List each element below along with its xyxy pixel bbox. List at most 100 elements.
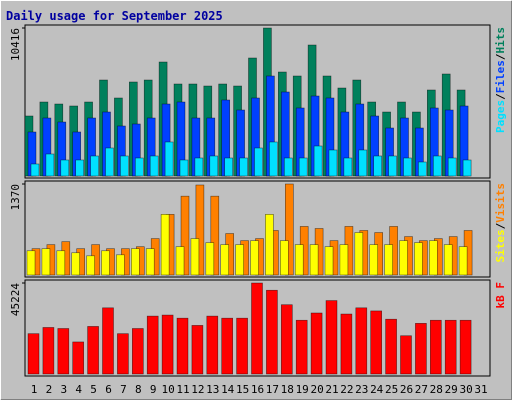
bar <box>105 147 114 177</box>
bar <box>132 328 144 375</box>
bar <box>101 250 110 276</box>
bar <box>210 195 220 276</box>
x-tick-label: 29 <box>445 383 458 396</box>
bar <box>117 333 129 375</box>
bar <box>60 159 70 177</box>
bar <box>266 289 278 375</box>
bar <box>209 155 219 177</box>
bar <box>328 149 338 177</box>
bar <box>414 242 423 276</box>
x-tick-label: 8 <box>135 383 142 396</box>
bar <box>206 315 219 375</box>
legend: Sites/Visits <box>494 183 507 263</box>
bar <box>444 319 457 375</box>
bar <box>403 157 412 177</box>
y-tick-label: 1370 <box>9 184 22 211</box>
x-tick-label: 30 <box>459 383 472 396</box>
x-tick-label: 3 <box>60 383 67 396</box>
bar <box>30 163 40 177</box>
bar <box>220 244 229 276</box>
x-tick-label: 27 <box>415 383 428 396</box>
x-tick-label: 15 <box>236 383 249 396</box>
bar <box>180 195 190 276</box>
bar <box>295 319 308 375</box>
bar <box>149 155 159 177</box>
bar <box>443 244 453 276</box>
legend-separator: / <box>494 53 507 60</box>
bar <box>72 341 84 375</box>
bar <box>369 244 379 276</box>
bar <box>194 157 204 177</box>
x-tick-label: 10 <box>161 383 174 396</box>
bar <box>57 328 70 375</box>
bar <box>236 317 248 375</box>
bar <box>298 157 308 177</box>
bar <box>428 240 438 276</box>
legend-separator: / <box>494 93 507 100</box>
legend-entry: Hits <box>494 27 507 54</box>
bar <box>459 319 472 375</box>
bar <box>250 240 259 276</box>
bar <box>265 214 274 276</box>
bar <box>415 323 427 375</box>
bar <box>56 250 66 276</box>
bar <box>86 255 95 276</box>
bar <box>131 248 140 276</box>
x-tick-label: 6 <box>105 383 112 396</box>
bar <box>45 153 55 177</box>
x-tick-label: 14 <box>221 383 235 396</box>
chart-title: Daily usage for September 2025 <box>6 9 223 23</box>
x-tick-label: 7 <box>120 383 127 396</box>
bar <box>42 327 55 375</box>
x-tick-label: 20 <box>310 383 323 396</box>
bar <box>146 315 159 375</box>
bar <box>179 159 189 177</box>
bar <box>385 318 397 375</box>
x-tick-label: 12 <box>191 383 204 396</box>
legend-separator: / <box>494 222 507 229</box>
bar <box>27 333 40 375</box>
bar <box>176 317 189 375</box>
bar <box>370 310 383 375</box>
bar <box>269 141 278 177</box>
bar <box>221 317 233 375</box>
x-tick-label: 1 <box>31 383 38 396</box>
bar <box>160 214 170 276</box>
x-tick-label: 18 <box>281 383 294 396</box>
y-tick-label: 45224 <box>9 283 22 316</box>
bar <box>447 157 457 177</box>
y-tick-label: 10416 <box>9 28 22 61</box>
bar <box>191 325 204 375</box>
bar <box>235 244 244 276</box>
bar <box>254 147 263 177</box>
bar <box>239 157 248 177</box>
bar <box>279 240 289 276</box>
x-tick-label: 5 <box>90 383 97 396</box>
legend: Pages/Files/Hits <box>494 27 507 133</box>
bar <box>195 184 205 276</box>
bar <box>418 161 427 177</box>
x-tick-label: 17 <box>266 383 279 396</box>
bar <box>340 313 353 375</box>
legend-entry: Files <box>494 60 507 93</box>
bar <box>458 246 468 276</box>
x-tick-label: 26 <box>400 383 413 396</box>
bar <box>309 244 319 276</box>
bar <box>388 155 397 177</box>
bar <box>135 157 144 177</box>
legend: kB F <box>494 282 507 309</box>
bar <box>429 319 442 375</box>
x-tick-label: 2 <box>46 383 53 396</box>
bar <box>283 157 293 177</box>
x-tick-label: 13 <box>206 383 219 396</box>
bar <box>102 307 114 375</box>
bar <box>294 244 304 276</box>
bar <box>116 254 125 276</box>
x-tick-label: 24 <box>370 383 384 396</box>
bar <box>384 244 393 276</box>
bar <box>343 157 353 177</box>
bar <box>324 246 334 276</box>
bar <box>325 300 338 375</box>
bar <box>145 248 155 276</box>
